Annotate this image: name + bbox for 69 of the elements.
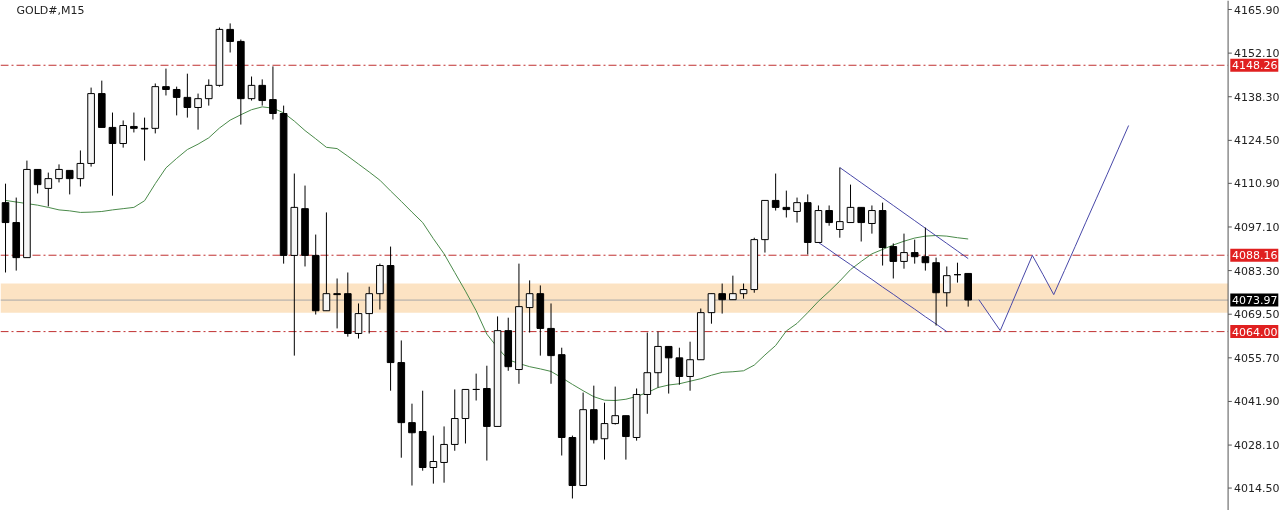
candlestick	[771, 173, 780, 212]
candlestick	[258, 78, 267, 107]
y-tick-label: 4152.10	[1234, 47, 1280, 61]
y-tick-label: 4041.90	[1234, 395, 1280, 409]
candlestick	[247, 76, 256, 102]
y-tick-label: 4014.50	[1234, 482, 1280, 496]
candlestick	[365, 286, 374, 334]
y-tick-label: 4097.10	[1234, 220, 1280, 234]
candlestick	[1, 183, 10, 273]
y-tick-label: 4138.30	[1234, 90, 1280, 104]
ref-line-label: 4148.26	[1232, 59, 1278, 73]
candlestick	[119, 119, 127, 149]
candlestick	[600, 402, 609, 461]
y-tick-label: 4165.90	[1234, 3, 1280, 17]
candlestick	[194, 93, 202, 131]
candlestick	[44, 172, 53, 207]
y-tick-label: 4124.50	[1234, 134, 1280, 148]
candlestick	[65, 169, 74, 195]
candlestick	[664, 345, 673, 395]
candlestick	[525, 279, 534, 334]
candlestick	[172, 86, 181, 116]
candlestick	[675, 347, 684, 386]
candlestick	[900, 233, 908, 270]
y-tick-label: 4028.10	[1234, 439, 1280, 453]
candlestick	[921, 227, 930, 272]
candlestick	[55, 163, 63, 183]
candlestick	[226, 22, 234, 53]
candlestick	[793, 197, 801, 224]
candlestick	[204, 78, 213, 107]
candlestick	[622, 415, 630, 461]
candlestick	[910, 239, 919, 265]
ref-line-label: 4073.97	[1232, 294, 1278, 308]
candlestick	[76, 149, 85, 188]
candlestick	[408, 403, 416, 487]
candlestick	[643, 332, 652, 415]
y-tick-label: 4083.30	[1234, 264, 1280, 278]
candlestick	[836, 167, 844, 239]
candlestick	[440, 425, 448, 484]
candlestick	[782, 190, 791, 218]
candlestick	[857, 206, 866, 243]
candlestick	[333, 278, 341, 329]
candlestick	[354, 302, 363, 340]
candlestick	[611, 386, 620, 426]
candlestick	[707, 293, 716, 325]
candlestick	[825, 204, 833, 227]
candlestick	[729, 275, 737, 301]
candlestick	[183, 73, 192, 119]
candlestick	[322, 211, 331, 312]
candlestick	[162, 68, 170, 96]
candlestick	[269, 65, 277, 121]
y-tick-label: 4055.70	[1234, 351, 1280, 365]
line-series	[839, 167, 969, 260]
candlestick	[429, 435, 438, 485]
candlestick	[33, 168, 42, 194]
candlestick	[140, 117, 149, 162]
line-series	[978, 125, 1130, 332]
y-tick-label: 4069.50	[1234, 308, 1280, 322]
candlestick	[108, 112, 117, 197]
candlestick	[942, 265, 951, 308]
chart-title: GOLD#,M15	[16, 3, 85, 17]
candlestick	[686, 341, 694, 392]
candlestick	[846, 184, 855, 224]
candlestick	[130, 112, 138, 133]
candlestick	[868, 204, 876, 235]
ref-line-label: 4088.16	[1232, 249, 1278, 263]
candlestick	[718, 283, 726, 315]
y-tick-label: 4110.90	[1234, 177, 1280, 191]
candlestick	[889, 242, 898, 279]
ref-line-label: 4064.00	[1232, 325, 1278, 339]
